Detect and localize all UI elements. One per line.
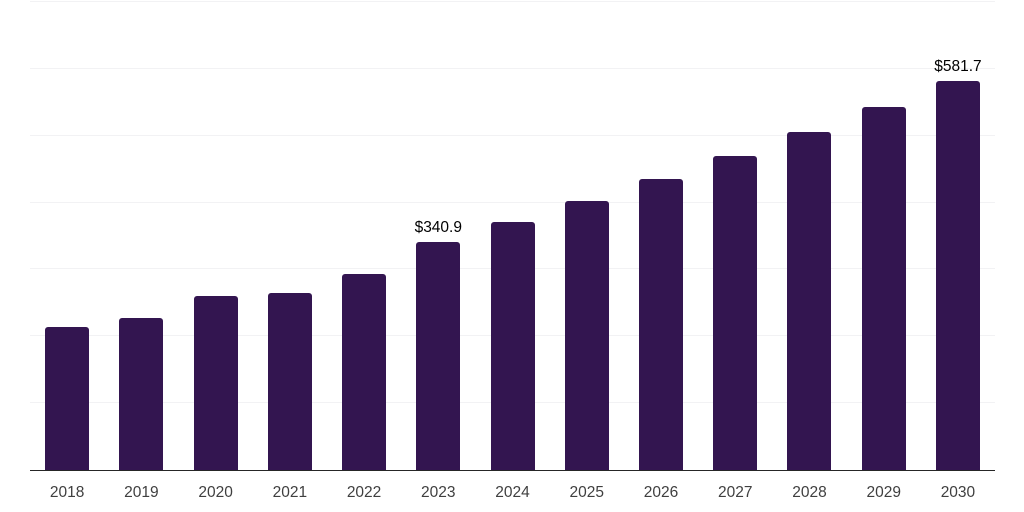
- bar-slot-2018: [30, 2, 104, 470]
- plot-area: $340.9 $581.7: [30, 1, 995, 471]
- bar-slot-2019: [104, 2, 178, 470]
- bar-2030[interactable]: [935, 81, 980, 470]
- bar-2021[interactable]: [267, 292, 312, 470]
- bar-2026[interactable]: [638, 179, 683, 470]
- x-axis-label-2022: 2022: [346, 484, 382, 501]
- x-axis-label-2028: 2028: [792, 484, 827, 501]
- bar-2020[interactable]: [193, 296, 238, 470]
- bar-slot-2024: [475, 2, 549, 470]
- bar-2022[interactable]: [342, 274, 387, 470]
- gridline: [30, 1, 995, 2]
- bar-value-label-2030: $581.7: [934, 58, 982, 76]
- bar-slot-2020: [178, 2, 252, 470]
- bar-2027[interactable]: [713, 155, 758, 470]
- bar-2025[interactable]: [564, 201, 609, 470]
- x-axis-label-2021: 2021: [272, 484, 308, 501]
- bar-2019[interactable]: [119, 318, 164, 470]
- bar-slot-2027: [698, 2, 772, 470]
- bar-slot-2021: [253, 2, 327, 470]
- bar-2018[interactable]: [45, 326, 90, 470]
- x-axis-label-2025: 2025: [569, 484, 604, 501]
- x-axis-label-2030: 2030: [940, 484, 976, 501]
- bar-slot-2026: [624, 2, 698, 470]
- x-axis-label-2023: 2023: [421, 484, 456, 501]
- x-axis-label-2019: 2019: [124, 484, 159, 501]
- bar-slot-2029: [847, 2, 921, 470]
- gridline: [30, 134, 995, 136]
- bar-slot-2023: $340.9: [401, 2, 475, 470]
- x-axis-label-2024: 2024: [495, 484, 530, 501]
- bar-2029[interactable]: [861, 106, 906, 470]
- x-axis-label-2026: 2026: [643, 484, 679, 501]
- bar-slot-2028: [772, 2, 846, 470]
- x-axis-label-2020: 2020: [198, 484, 233, 501]
- bar-slot-2025: [550, 2, 624, 470]
- x-axis-label-2027: 2027: [717, 484, 753, 501]
- x-axis-label-2018: 2018: [49, 484, 85, 501]
- bar-slot-2030: $581.7: [921, 2, 995, 470]
- bar-2023[interactable]: [416, 242, 461, 470]
- bar-value-label-2023: $340.9: [414, 219, 462, 237]
- x-axis: 2018 2019 2020 2021 2022 2023 2024 2025 2026 2027…: [30, 484, 995, 501]
- bar-2024[interactable]: [490, 221, 535, 470]
- bar-slot-2022: [327, 2, 401, 470]
- gridline: [30, 67, 995, 69]
- bars-container: $340.9 $581.7: [30, 2, 995, 470]
- gridline: [30, 201, 995, 203]
- x-axis-label-2029: 2029: [866, 484, 901, 501]
- bar-2028[interactable]: [787, 131, 832, 470]
